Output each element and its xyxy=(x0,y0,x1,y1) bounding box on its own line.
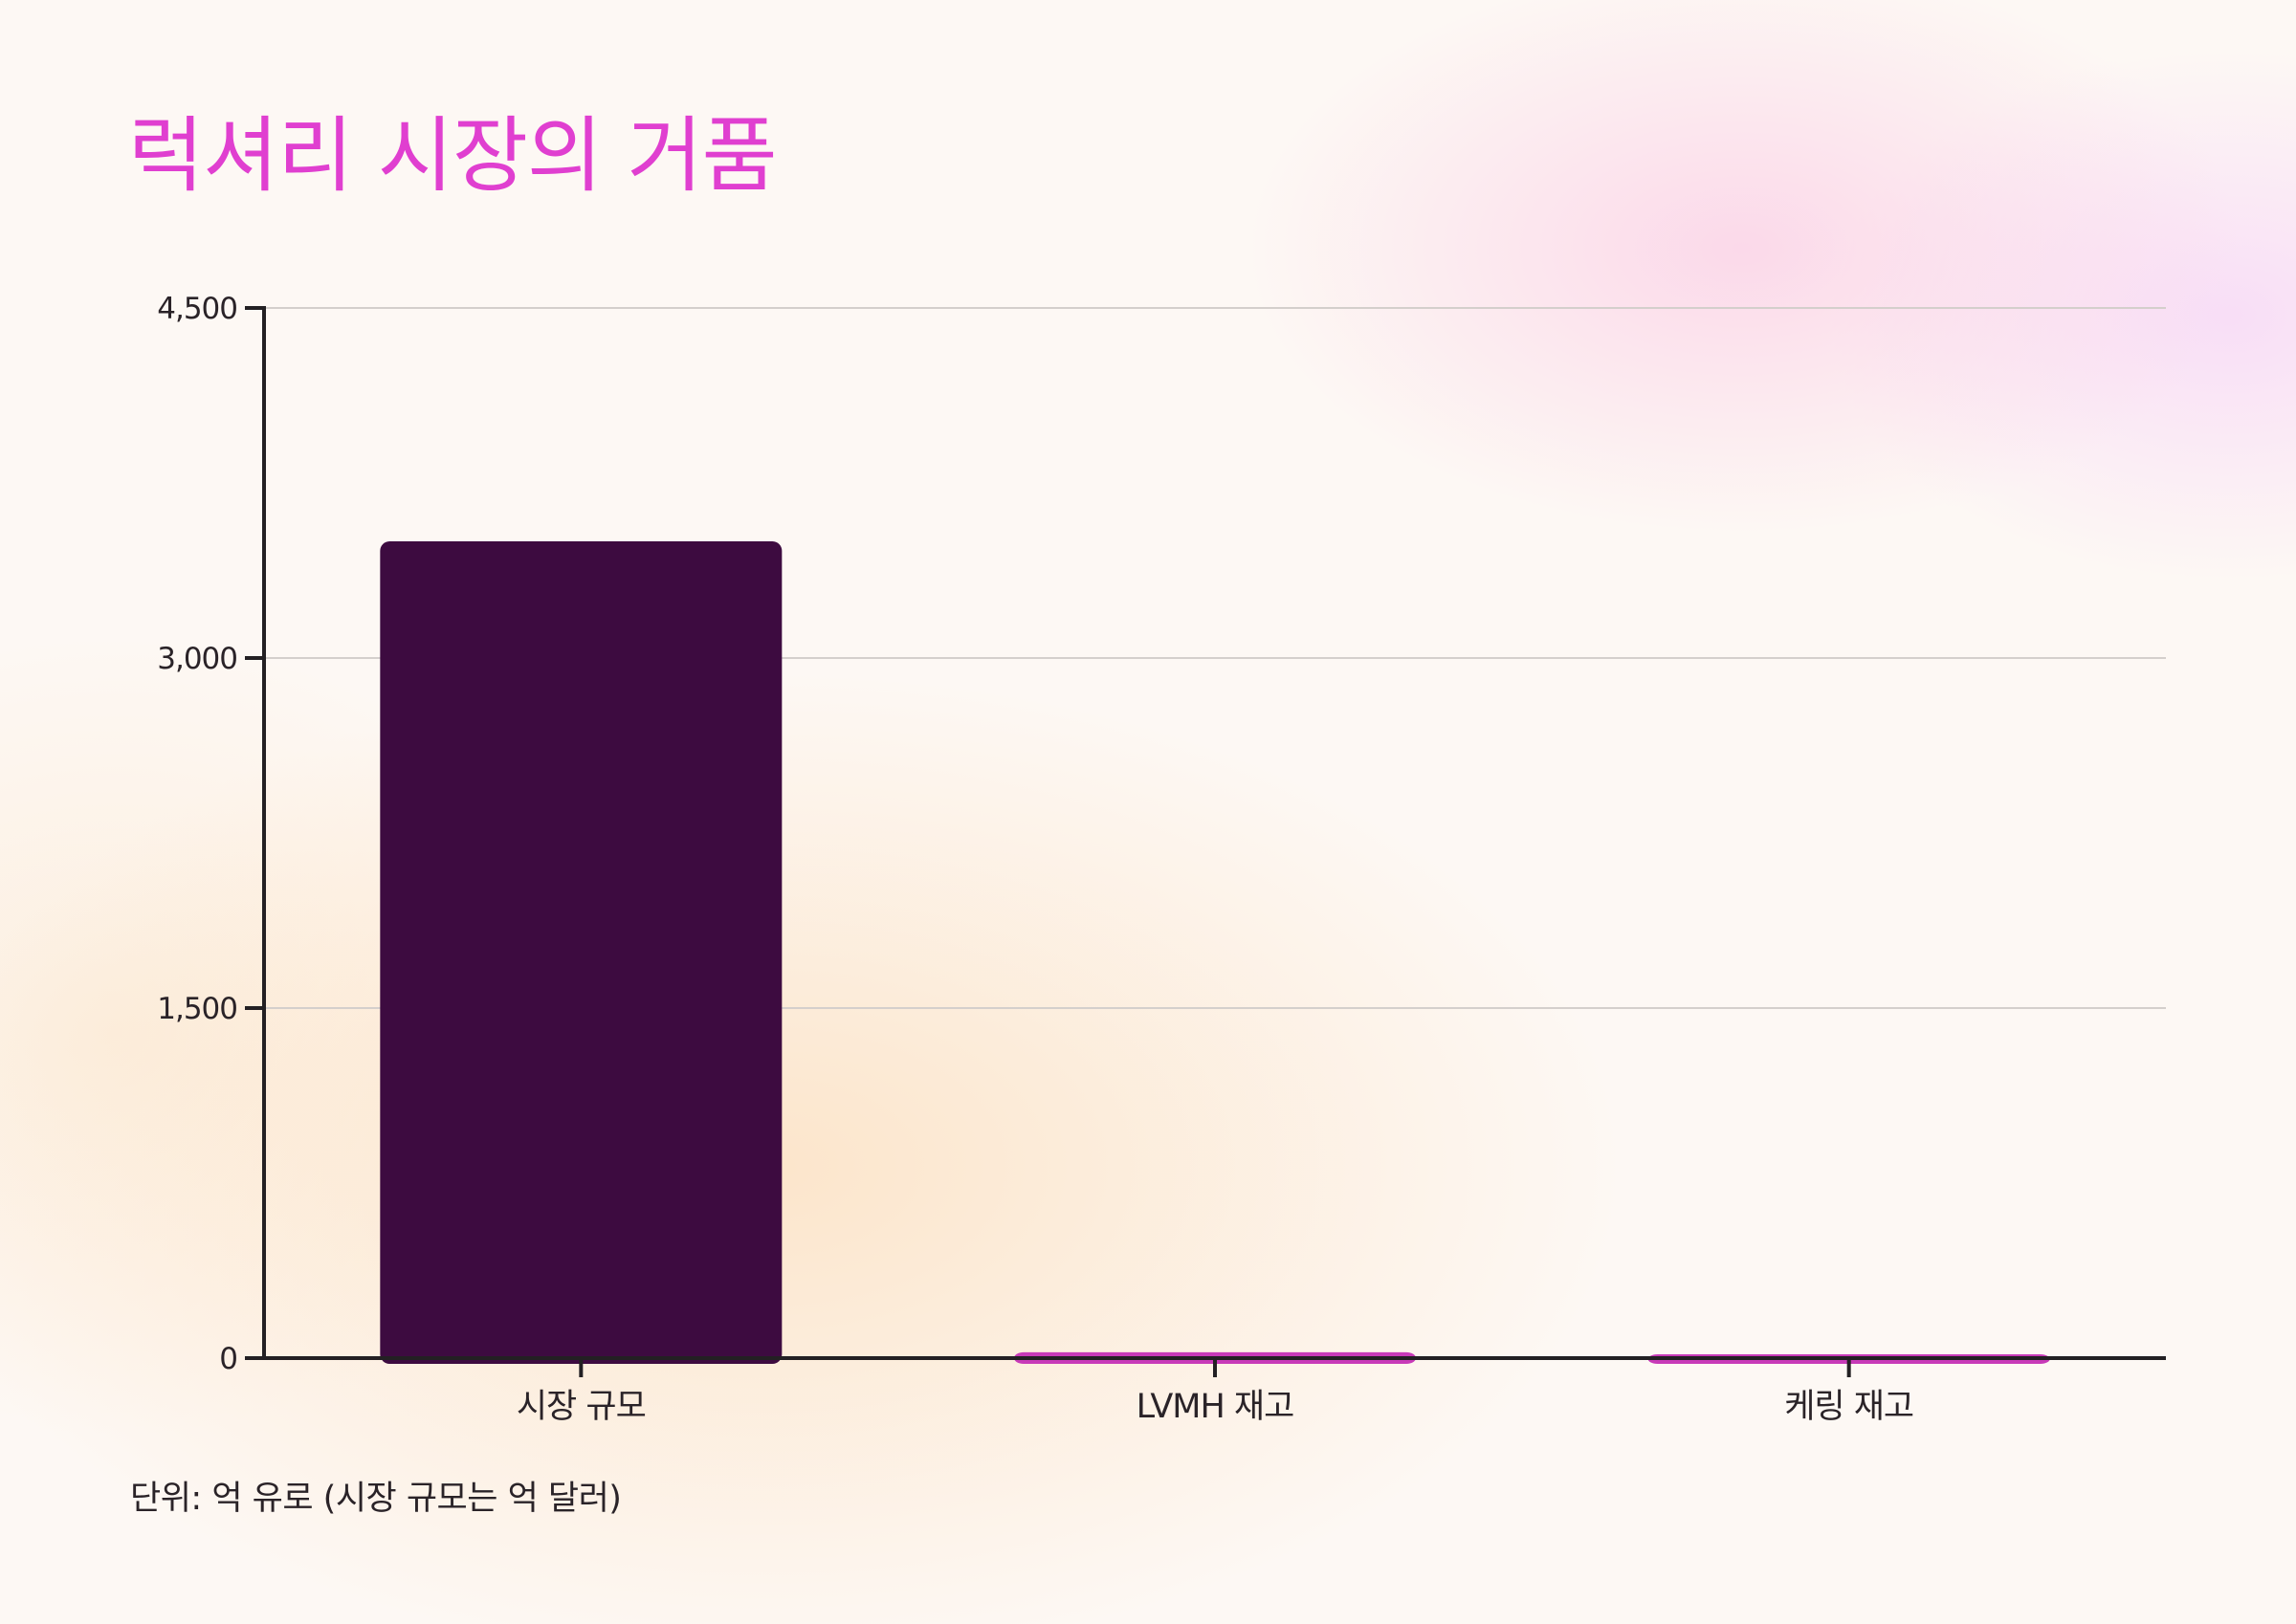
y-tick-label: 3,000 xyxy=(157,642,237,676)
x-tick-label: 시장 규모 xyxy=(517,1388,646,1426)
page-title: 럭셔리 시장의 거품 xyxy=(128,108,778,204)
y-tick-labels: 0 1,500 3,000 4,500 xyxy=(157,292,238,1376)
y-tick-label: 4,500 xyxy=(157,292,237,326)
x-tick-label: LVMH 재고 xyxy=(1137,1388,1294,1426)
y-tick-label: 1,500 xyxy=(157,992,237,1026)
bars xyxy=(380,541,2050,1364)
x-tick-labels: 시장 규모 LVMH 재고 케링 재고 xyxy=(517,1388,1914,1426)
axes xyxy=(245,306,2166,1377)
y-tick-label: 0 xyxy=(219,1342,237,1376)
x-tick-label: 케링 재고 xyxy=(1784,1388,1913,1426)
unit-note: 단위: 억 유로 (시장 규모는 억 달러) xyxy=(130,1480,622,1518)
bar xyxy=(380,541,783,1364)
